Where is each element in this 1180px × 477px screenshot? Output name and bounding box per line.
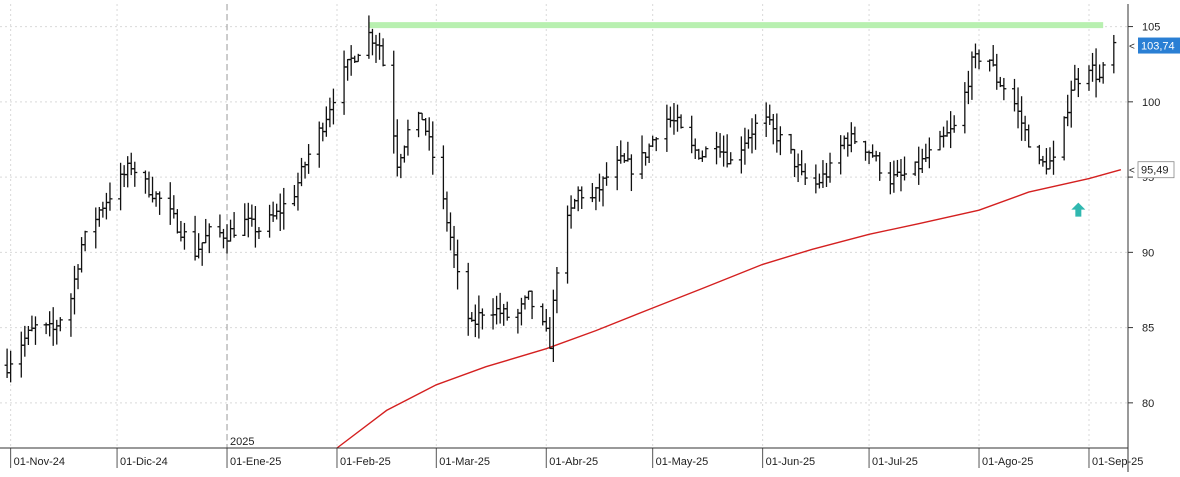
price-labels: <103,74 < 95,49 — [1129, 37, 1180, 179]
y-tick-label: 105 — [1142, 22, 1160, 34]
last-price-label: 103,74 — [1141, 41, 1175, 53]
year-label: 2025 — [230, 436, 254, 448]
moving-average-layer — [336, 169, 1122, 449]
x-tick-label: 01-Abr-25 — [549, 456, 598, 468]
grid-lines — [0, 4, 1128, 448]
y-tick-label: 80 — [1142, 398, 1154, 410]
x-tick-label: 01-Jun-25 — [766, 456, 816, 468]
annotations — [1071, 202, 1086, 217]
price-bars — [4, 15, 1117, 383]
ma-value-box — [1137, 161, 1175, 179]
x-tick-label: 01-May-25 — [656, 456, 709, 468]
x-tick-label: 01-Sep-25 — [1092, 456, 1143, 468]
last-price-pointer: < — [1129, 42, 1135, 53]
y-tick-label: 90 — [1142, 247, 1154, 259]
ma-pointer: < — [1129, 166, 1135, 177]
last-price-box — [1138, 37, 1180, 54]
y-tick-label: 85 — [1142, 323, 1154, 335]
x-tick-label: 01-Jul-25 — [872, 456, 918, 468]
moving-average-line — [336, 169, 1122, 449]
up-arrow-icon — [1071, 202, 1086, 217]
x-tick-label: 01-Feb-25 — [340, 456, 391, 468]
x-tick-label: 01-Nov-24 — [14, 456, 65, 468]
axes: 8085909510010501-Nov-2401-Dic-2401-Ene-2… — [0, 4, 1160, 472]
ma-value-label: 95,49 — [1141, 165, 1169, 177]
x-tick-label: 01-Ene-25 — [230, 456, 281, 468]
x-tick-label: 01-Dic-24 — [120, 456, 168, 468]
x-tick-label: 01-Ago-25 — [982, 456, 1033, 468]
x-tick-label: 01-Mar-25 — [439, 456, 490, 468]
y-tick-label: 100 — [1142, 97, 1160, 109]
